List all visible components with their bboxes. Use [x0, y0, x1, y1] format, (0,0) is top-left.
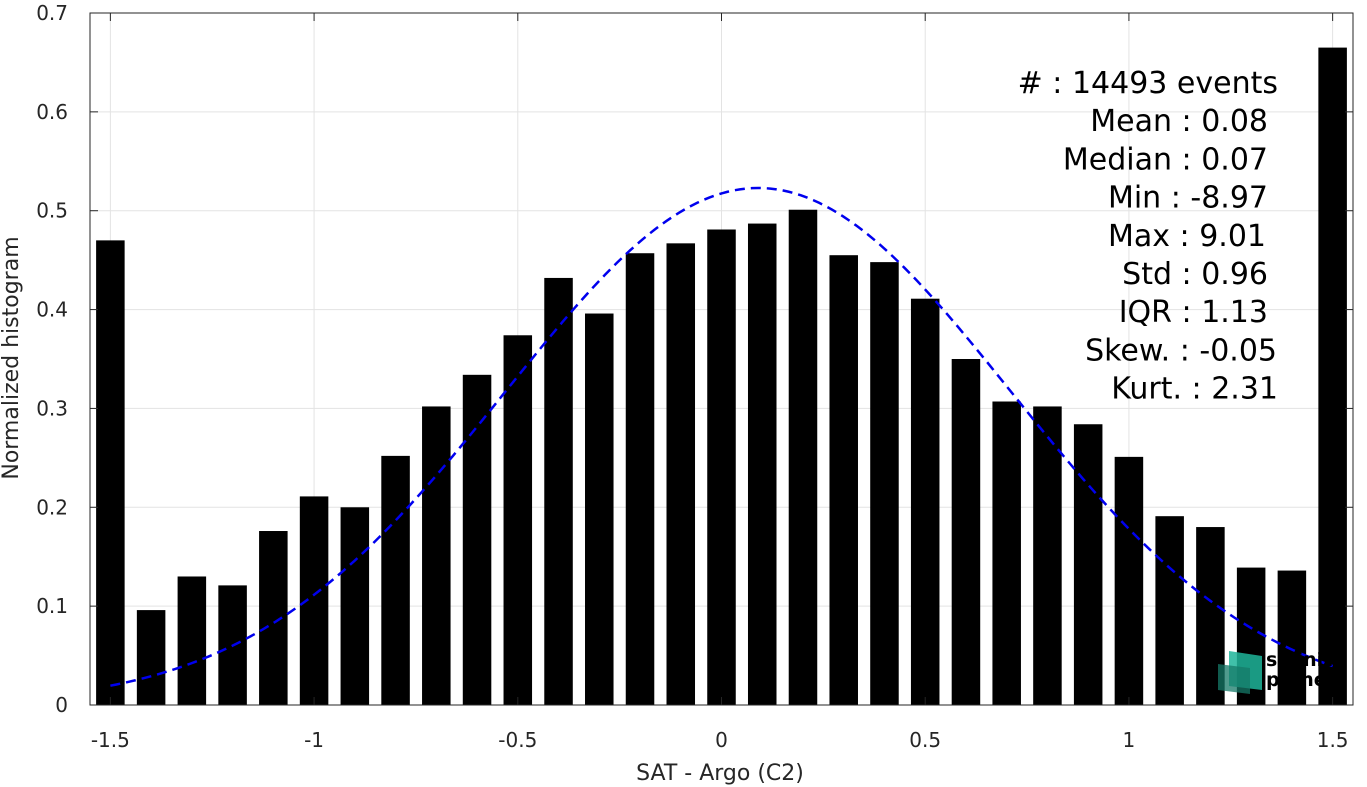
y-tick-label: 0.4 [36, 298, 68, 322]
histogram-bar [1277, 570, 1307, 705]
tick-labels: -1.5 -1 -0.5 0 0.5 1 1.5 0 0.1 0.2 0.3 0.4 0.5 0.6 0.7 [36, 1, 1348, 752]
histogram-bar [381, 455, 410, 705]
histogram-bar [666, 243, 696, 705]
gaussian-fit-curve [110, 186, 1334, 687]
histogram-bar [992, 401, 1021, 705]
y-tick-label: 0.5 [36, 199, 68, 223]
x-tick-label: -0.5 [498, 728, 537, 752]
stats-line: Mean : 0.08 [1090, 104, 1268, 139]
y-tick-label: 0 [55, 693, 68, 717]
y-axis-label: Normalized histogram [0, 236, 24, 479]
histogram-bar [544, 277, 573, 705]
x-tick-label: 1 [1123, 728, 1136, 752]
y-tick-label: 0.3 [36, 396, 68, 420]
histogram-bar [910, 298, 940, 705]
histogram-bar [1033, 406, 1062, 705]
fit-curve-group [110, 186, 1334, 687]
histogram-bar [1318, 47, 1347, 706]
histogram-bar [707, 229, 736, 706]
histogram-bar [829, 255, 858, 705]
histogram-bar [136, 610, 166, 705]
axes [89, 12, 1354, 706]
y-tick-label: 0.1 [36, 594, 68, 618]
histogram-bar [951, 359, 981, 705]
y-tick-label: 0.6 [36, 100, 68, 124]
x-tick-label: -1.5 [91, 728, 130, 752]
histogram-bar [462, 374, 492, 705]
stats-line: Min : -8.97 [1108, 181, 1268, 216]
stats-line: # : 14493 events [1018, 66, 1278, 101]
histogram-bar [788, 209, 818, 705]
histogram-bar [259, 531, 288, 705]
histogram-bar [1073, 424, 1103, 705]
histogram-bar [1114, 456, 1144, 705]
histogram-bar [1155, 516, 1184, 705]
x-tick-label: -1 [304, 728, 324, 752]
histogram-bar [177, 576, 207, 705]
x-tick-label: 1.5 [1317, 728, 1349, 752]
y-tick-label: 0.7 [36, 1, 68, 25]
histogram-bar [870, 262, 899, 705]
x-axis-label: SAT - Argo (C2) [636, 761, 804, 786]
stats-line: IQR : 1.13 [1119, 295, 1268, 330]
logo-line1: salinity [1266, 649, 1345, 671]
logo-cube-shadow-icon [1218, 664, 1250, 694]
histogram-bar [747, 223, 777, 705]
bars [96, 47, 1347, 706]
logo-line2: pi-mep [1266, 669, 1340, 691]
histogram-bar [503, 335, 533, 705]
stats-line: Median : 0.07 [1063, 142, 1268, 177]
x-tick-label: 0 [715, 728, 728, 752]
histogram-bar [422, 406, 451, 705]
y-tick-label: 0.2 [36, 495, 68, 519]
stats-line: Std : 0.96 [1122, 257, 1268, 292]
x-tick-label: 0.5 [909, 728, 941, 752]
stats-line: Kurt. : 2.31 [1111, 372, 1278, 407]
histogram-bar [585, 313, 614, 705]
histogram-bar [96, 240, 125, 705]
histogram-bar [625, 253, 655, 706]
stats-line: Max : 9.01 [1108, 219, 1266, 254]
salinity-pimep-logo: salinity pi-mep [1218, 649, 1345, 694]
histogram-bar [340, 507, 370, 705]
stats-line: Skew. : -0.05 [1085, 333, 1277, 368]
